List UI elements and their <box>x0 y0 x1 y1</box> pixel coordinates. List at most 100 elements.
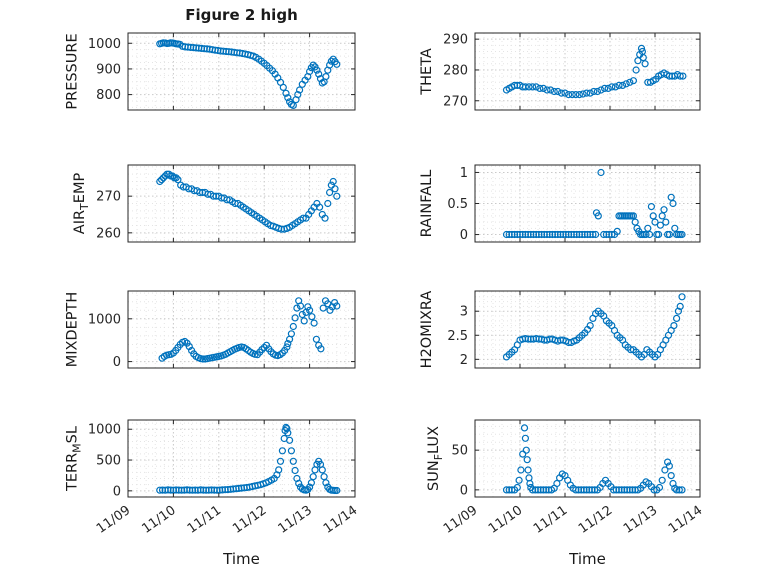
data-point <box>678 293 686 301</box>
y-tick-label: 800 <box>96 88 121 103</box>
data-point <box>283 425 291 433</box>
axis-box <box>127 419 356 498</box>
grid-lines <box>128 165 355 242</box>
subplot-air_temp: 260 270 AIRTEMP <box>72 164 356 243</box>
subplot-pressure: 800 900 1000 PRESSURE <box>64 32 356 111</box>
data-point <box>304 303 312 311</box>
data-point <box>644 224 652 232</box>
data-point <box>519 335 527 343</box>
y-tick-label: 260 <box>96 226 121 241</box>
data-point <box>324 199 332 208</box>
y-tick-label: 500 <box>96 454 121 469</box>
y-tick-label: 0 <box>460 483 468 498</box>
x-tick-label: 11/14 <box>666 503 705 537</box>
data-point <box>309 473 317 481</box>
data-point <box>287 447 295 455</box>
scatter-series <box>156 170 341 233</box>
x-tick-label: 11/11 <box>531 503 570 537</box>
data-point <box>505 230 513 239</box>
data-point <box>296 302 305 310</box>
data-point <box>519 230 527 239</box>
data-point <box>600 230 608 239</box>
data-point <box>608 83 616 91</box>
data-point <box>597 86 605 94</box>
data-point <box>174 176 182 184</box>
y-tick-labels: 800 900 1000 <box>88 37 121 103</box>
data-point <box>523 456 531 464</box>
data-point <box>639 53 647 62</box>
data-point <box>333 302 341 310</box>
y-tick-labels: 00.51 <box>447 166 468 243</box>
data-point <box>546 230 554 239</box>
x-tick-label: 11/09 <box>94 503 133 537</box>
subplot-sun_flux: 0 50 SUNFLUX 11/09 11/10 11/11 11/12 11/13 11/14 <box>426 419 705 537</box>
data-point <box>641 60 649 68</box>
data-point <box>658 212 666 220</box>
data-point <box>604 84 612 93</box>
data-point <box>306 306 314 314</box>
data-point <box>519 450 527 458</box>
y-tick-label: 1000 <box>88 312 121 327</box>
data-point <box>331 185 339 193</box>
y-tick-label: 290 <box>443 33 468 48</box>
data-point <box>645 230 654 239</box>
data-point <box>564 90 573 99</box>
data-point <box>651 218 659 226</box>
data-point <box>550 87 558 96</box>
data-point <box>309 61 317 69</box>
data-point <box>321 214 329 222</box>
data-point <box>267 348 275 356</box>
data-point <box>158 176 166 184</box>
data-point <box>279 83 287 92</box>
y-tick-labels: 0 1000 <box>88 312 121 370</box>
data-point <box>575 230 584 239</box>
y-tick-label: 3 <box>460 305 468 320</box>
data-point <box>159 174 167 182</box>
axis-box <box>474 32 701 111</box>
data-point <box>318 466 326 474</box>
data-point <box>622 80 630 88</box>
data-point <box>289 457 297 465</box>
x-tick-labels: 11/09 11/10 11/11 11/12 11/13 11/14 <box>94 503 360 537</box>
data-point <box>287 330 295 338</box>
data-point <box>276 457 285 465</box>
data-point <box>662 218 670 226</box>
y-tick-labels: 0 500 1000 <box>88 423 121 500</box>
data-point <box>582 89 591 97</box>
data-point <box>283 343 291 351</box>
y-axis-label: MIXDEPTH <box>64 292 80 368</box>
data-point <box>525 83 533 91</box>
data-point <box>665 230 674 239</box>
data-point <box>561 89 569 97</box>
data-point <box>284 94 292 102</box>
data-point <box>613 227 621 235</box>
tick-marks <box>474 291 701 368</box>
data-point <box>611 83 620 91</box>
data-point <box>168 172 177 180</box>
x-tick-label: 11/12 <box>230 503 269 537</box>
data-point <box>631 218 639 226</box>
scatter-series <box>156 39 341 110</box>
data-point <box>543 86 551 94</box>
data-point <box>294 90 302 99</box>
data-point <box>562 230 570 239</box>
data-point <box>663 458 672 466</box>
data-point <box>546 86 555 94</box>
data-point <box>210 486 218 494</box>
y-axis-label: THETA <box>419 48 435 96</box>
data-point <box>608 230 616 239</box>
data-point <box>199 355 207 363</box>
data-point <box>626 78 634 86</box>
data-point <box>575 90 584 99</box>
data-point <box>326 61 334 69</box>
data-point <box>559 230 567 239</box>
scatter-series <box>502 168 686 239</box>
data-point <box>586 89 594 97</box>
data-point <box>573 230 581 239</box>
data-point <box>521 83 530 91</box>
x-tick-label: 11/10 <box>139 503 178 537</box>
y-tick-label: 0 <box>113 484 121 499</box>
x-tick-label: 11/14 <box>321 503 360 537</box>
y-tick-labels: 260 270 <box>96 190 121 242</box>
